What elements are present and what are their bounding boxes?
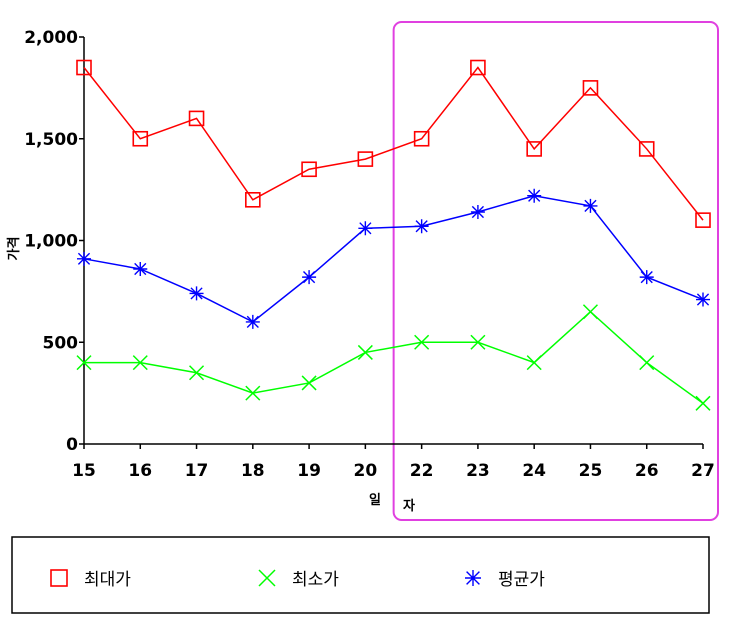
axes: 0 500 1,000 1,500 2,000 15 16 17 18 19 20 22 23 24 25 2… — [24, 28, 715, 481]
data-point — [527, 188, 542, 203]
data-point — [258, 569, 276, 587]
data-point — [696, 292, 710, 307]
data-point — [414, 219, 429, 234]
x-tick-label: 18 — [241, 461, 265, 481]
series-1 — [76, 59, 711, 228]
x-tick-label: 24 — [522, 461, 546, 481]
series-line — [84, 310, 704, 404]
series-line — [83, 194, 704, 323]
data-point — [189, 286, 204, 301]
data-point — [465, 570, 481, 586]
data-point — [132, 130, 149, 147]
data-point — [582, 304, 598, 320]
x-tick-label: 23 — [466, 461, 490, 481]
data-point — [188, 110, 205, 127]
data-point — [50, 569, 68, 587]
data-point — [526, 141, 542, 157]
x-tick-label: 15 — [72, 461, 96, 481]
data-point — [639, 355, 655, 371]
x-tick-label: 27 — [691, 461, 715, 481]
data-point — [132, 355, 148, 371]
y-tick-label: 1,500 — [24, 130, 78, 150]
data-point — [358, 221, 373, 236]
legend-label: 최소가 — [292, 570, 339, 590]
x-axis-title-part-2: 자 — [403, 499, 415, 514]
legend-item: 평균가 — [465, 570, 545, 590]
x-axis-title-part-1: 일 — [369, 493, 381, 508]
data-point — [302, 270, 317, 285]
series-layer — [76, 59, 711, 411]
data-point — [414, 334, 430, 350]
legend-item: 최소가 — [258, 569, 339, 590]
data-point — [638, 141, 655, 157]
data-point — [639, 270, 654, 285]
data-point — [301, 375, 317, 391]
data-point — [245, 192, 261, 208]
x-tick-label: 20 — [354, 461, 378, 481]
legend-label: 평균가 — [498, 570, 545, 590]
y-tick-label: 2,000 — [24, 28, 78, 48]
data-point — [470, 59, 486, 76]
data-point — [76, 59, 92, 76]
data-point — [245, 385, 261, 401]
y-axis-title: 가격 — [7, 237, 22, 261]
data-point — [245, 314, 260, 329]
data-point — [526, 355, 542, 371]
y-tick-label: 1,000 — [24, 232, 78, 252]
data-point — [77, 251, 91, 266]
legend-label: 최대가 — [84, 570, 131, 590]
data-point — [470, 334, 486, 350]
data-point — [357, 151, 374, 167]
x-tick-label: 26 — [635, 461, 659, 481]
data-point — [582, 80, 599, 96]
series-2 — [76, 304, 711, 411]
series-line — [83, 66, 704, 221]
data-point — [301, 161, 317, 178]
data-point — [470, 205, 485, 220]
data-point — [695, 212, 711, 228]
legend-item: 최대가 — [50, 569, 131, 590]
data-point — [413, 130, 430, 147]
series-3 — [77, 188, 710, 329]
y-tick-label: 500 — [43, 333, 79, 353]
x-tick-label: 22 — [410, 461, 434, 481]
highlight-region — [392, 21, 719, 521]
data-point — [695, 395, 711, 411]
x-tick-label: 25 — [579, 461, 603, 481]
x-tick-label: 17 — [185, 461, 209, 481]
y-tick-label: 0 — [66, 435, 78, 455]
legend: 최대가 최소가 평균가 — [50, 569, 545, 590]
data-point — [189, 365, 205, 381]
data-point — [76, 355, 92, 371]
data-point — [583, 198, 598, 213]
x-tick-label: 16 — [128, 461, 152, 481]
data-point — [133, 261, 148, 276]
data-point — [357, 344, 373, 360]
legend-box — [11, 536, 710, 614]
x-tick-label: 19 — [297, 461, 321, 481]
